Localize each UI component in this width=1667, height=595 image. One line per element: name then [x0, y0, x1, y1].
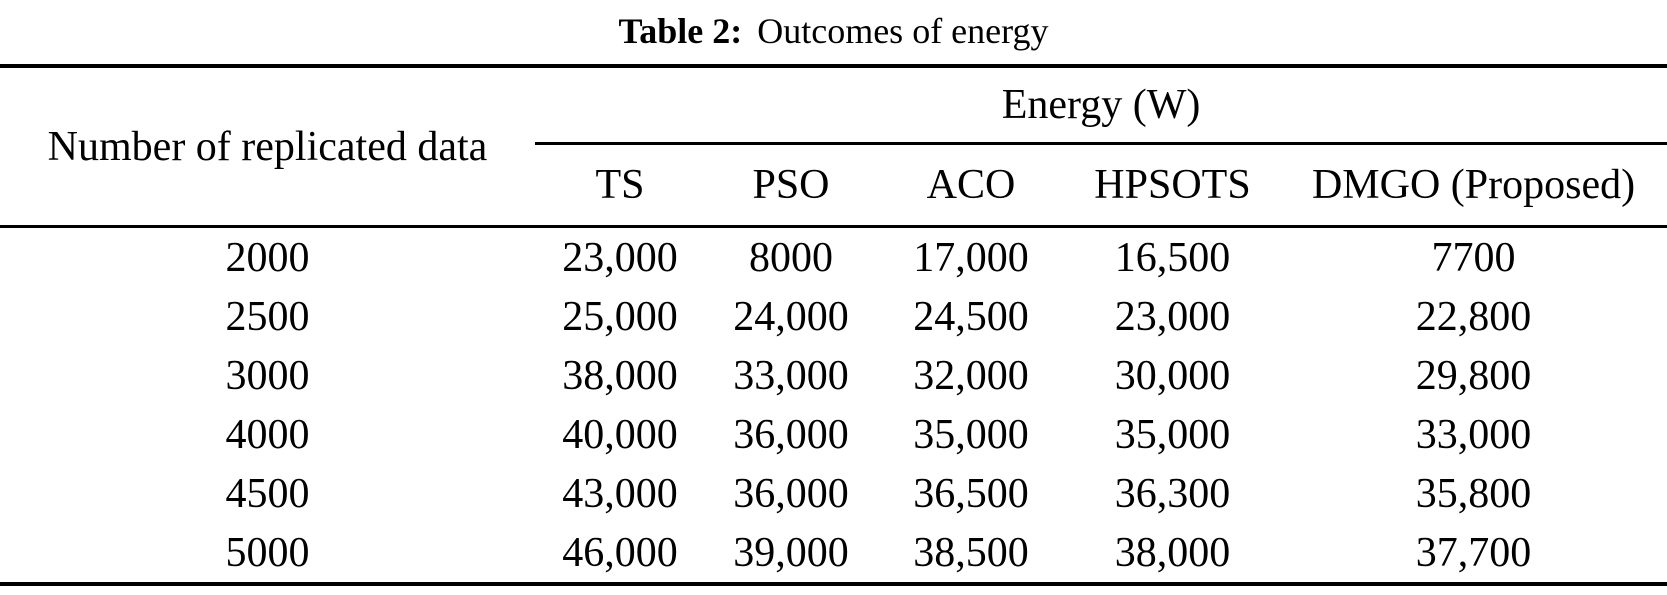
energy-outcomes-table: Number of replicated data Energy (W) TS …	[0, 64, 1667, 586]
row-label: 3000	[225, 352, 310, 399]
table-row: 5000 46,000 39,000 38,500 38,000 37,700	[0, 523, 1667, 584]
table-cell: 36,000	[733, 470, 849, 517]
column-header-aco: ACO	[877, 143, 1065, 228]
table-cell: 38,000	[1114, 529, 1231, 576]
table-cell: 30,000	[1114, 352, 1231, 399]
column-header-replicated-data: Number of replicated data	[0, 66, 535, 228]
table-row: 2500 25,000 24,000 24,500 23,000 22,800	[0, 287, 1667, 346]
table-cell: 24,000	[733, 293, 849, 340]
table-cell: 38,500	[913, 529, 1029, 576]
row-label: 4000	[225, 411, 310, 458]
row-label: 2500	[225, 293, 310, 340]
column-header-ts: TS	[535, 143, 705, 228]
table-cell: 8000	[749, 234, 833, 281]
table-row: 4500 43,000 36,000 36,500 36,300 35,800	[0, 464, 1667, 523]
table-cell: 33,000	[1415, 411, 1532, 458]
table-cell: 37,700	[1415, 529, 1532, 576]
column-header-hpsots: HPSOTS	[1065, 143, 1280, 228]
table-cell: 24,500	[913, 293, 1029, 340]
table-cell: 25,000	[562, 293, 678, 340]
method-header-row: TS PSO ACO HPSOTS DMGO (Proposed)	[0, 143, 1667, 228]
table-cell: 29,800	[1415, 352, 1532, 399]
row-label: 5000	[225, 529, 310, 576]
column-header-pso: PSO	[705, 143, 877, 228]
table-cell: 17,000	[913, 234, 1029, 281]
table-cell: 40,000	[562, 411, 678, 458]
column-header-dmgo-proposed: DMGO (Proposed)	[1280, 143, 1667, 228]
group-header-row: Number of replicated data Energy (W)	[0, 66, 1667, 228]
table-row: 4000 40,000 36,000 35,000 35,000 33,000	[0, 405, 1667, 464]
table-cell: 46,000	[562, 529, 678, 576]
table-cell: 35,000	[1114, 411, 1231, 458]
table-cell: 35,800	[1415, 470, 1532, 517]
table-cell: 36,300	[1114, 470, 1231, 517]
table-cell: 39,000	[733, 529, 849, 576]
table-row: 2000 23,000 8000 17,000 16,500 7700	[0, 227, 1667, 288]
table-cell: 23,000	[1114, 293, 1231, 340]
table-cell: 23,000	[562, 234, 678, 281]
table-cell: 32,000	[913, 352, 1029, 399]
table-row: 3000 38,000 33,000 32,000 30,000 29,800	[0, 346, 1667, 405]
table-caption-title: Outcomes of energy	[757, 11, 1049, 52]
table-cell: 35,000	[913, 411, 1029, 458]
table-cell: 16,500	[1114, 234, 1231, 281]
table-cell: 22,800	[1415, 293, 1532, 340]
table-cell: 38,000	[562, 352, 678, 399]
table-caption-label: Table 2:	[618, 11, 743, 52]
table-caption: Table 2: Outcomes of energy	[0, 0, 1667, 64]
row-label: 4500	[225, 470, 310, 517]
table-cell: 7700	[1431, 234, 1516, 281]
column-group-header-energy: Energy (W)	[535, 66, 1667, 145]
table-cell: 36,000	[733, 411, 849, 458]
table-cell: 36,500	[913, 470, 1029, 517]
table-cell: 33,000	[733, 352, 849, 399]
table-cell: 43,000	[562, 470, 678, 517]
row-label: 2000	[225, 234, 310, 281]
